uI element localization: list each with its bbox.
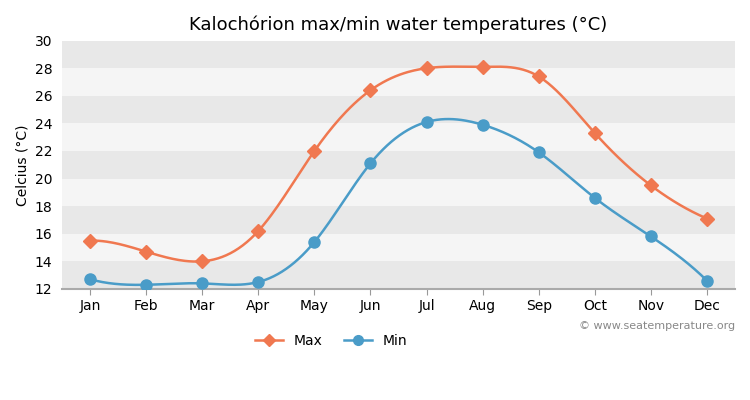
Bar bbox=[62, 151, 735, 178]
Text: © www.seatemperature.org: © www.seatemperature.org bbox=[579, 321, 735, 331]
Max bbox=[198, 259, 207, 264]
Max bbox=[534, 74, 543, 79]
Min bbox=[703, 278, 712, 283]
Line: Max: Max bbox=[86, 62, 712, 266]
Max bbox=[703, 216, 712, 221]
Min bbox=[366, 161, 375, 166]
Max bbox=[142, 249, 151, 254]
Bar bbox=[62, 178, 735, 206]
Min bbox=[198, 281, 207, 286]
Max bbox=[310, 148, 319, 153]
Min bbox=[534, 150, 543, 155]
Min bbox=[590, 196, 599, 200]
Title: Kalochórion max/min water temperatures (°C): Kalochórion max/min water temperatures (… bbox=[190, 15, 608, 34]
Max bbox=[254, 228, 262, 233]
Min bbox=[422, 120, 431, 124]
Bar bbox=[62, 68, 735, 96]
Max bbox=[422, 66, 431, 70]
Min bbox=[86, 277, 94, 282]
Bar bbox=[62, 261, 735, 289]
Y-axis label: Celcius (°C): Celcius (°C) bbox=[15, 124, 29, 206]
Min bbox=[646, 234, 656, 239]
Bar bbox=[62, 96, 735, 123]
Min bbox=[478, 122, 488, 127]
Bar bbox=[62, 123, 735, 151]
Min bbox=[310, 240, 319, 244]
Min bbox=[142, 282, 151, 287]
Line: Min: Min bbox=[85, 116, 712, 290]
Min bbox=[254, 280, 262, 284]
Max bbox=[590, 131, 599, 136]
Max bbox=[86, 238, 94, 243]
Max bbox=[646, 183, 656, 188]
Bar bbox=[62, 234, 735, 261]
Bar bbox=[62, 41, 735, 68]
Max bbox=[478, 64, 488, 69]
Bar bbox=[62, 206, 735, 234]
Legend: Max, Min: Max, Min bbox=[250, 328, 412, 353]
Max bbox=[366, 88, 375, 93]
